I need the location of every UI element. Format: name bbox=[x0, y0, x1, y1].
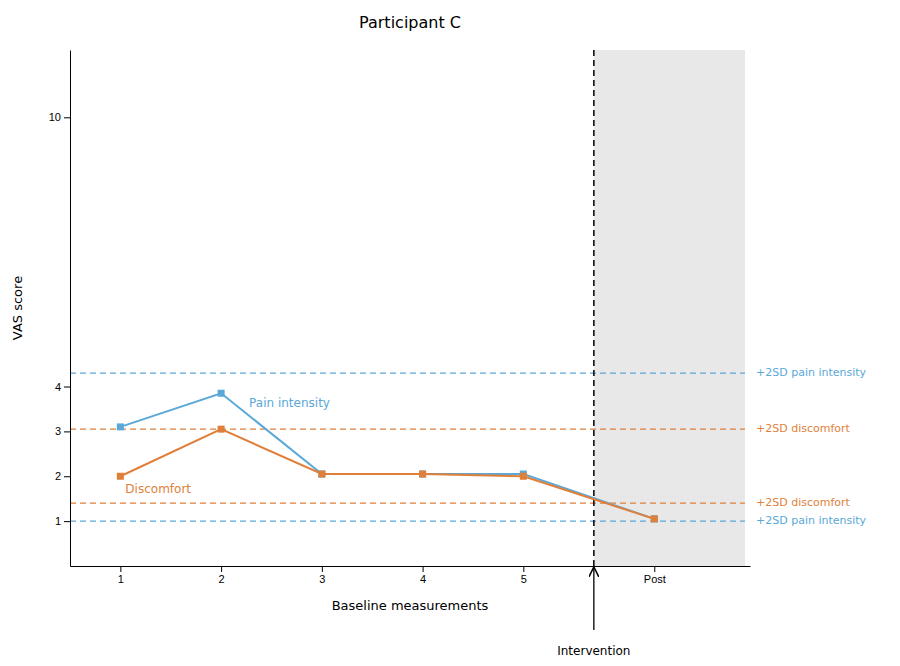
x-tick-label: Post bbox=[644, 573, 666, 585]
shaded-region bbox=[594, 50, 745, 566]
x-axis: 1 2 3 4 5 Post bbox=[71, 566, 751, 585]
y-tick-label: 10 bbox=[49, 111, 61, 123]
intervention-arrow bbox=[593, 568, 594, 630]
x-tick-label: 1 bbox=[118, 573, 124, 585]
x-tick-label: 5 bbox=[521, 573, 527, 585]
point bbox=[117, 423, 124, 430]
point bbox=[318, 471, 325, 478]
x-axis-line bbox=[71, 566, 751, 567]
point bbox=[520, 473, 527, 480]
x-tick: 4 bbox=[420, 566, 426, 585]
x-tick: 3 bbox=[319, 566, 325, 585]
texts: Participant C Baseline measurements VAS sc… bbox=[10, 13, 867, 658]
y-axis-title: VAS score bbox=[10, 276, 25, 340]
point bbox=[651, 515, 658, 522]
point bbox=[218, 426, 225, 433]
reference-line bbox=[70, 372, 745, 373]
y-tick-label: 1 bbox=[55, 515, 61, 527]
y-tick: 2 bbox=[55, 470, 70, 482]
data-layer bbox=[70, 50, 745, 566]
y-tick: 1 bbox=[55, 515, 70, 527]
x-tick-label: 3 bbox=[319, 573, 325, 585]
reference-line bbox=[70, 428, 745, 429]
y-tick-mark bbox=[64, 476, 70, 477]
intervention-label: Intervention bbox=[557, 644, 630, 658]
reference-line bbox=[70, 520, 745, 521]
x-tick-label: 2 bbox=[219, 573, 225, 585]
x-tick-mark bbox=[120, 566, 121, 572]
reference-label: +2SD pain intensity bbox=[756, 514, 867, 527]
x-tick-mark bbox=[423, 566, 424, 572]
x-tick-mark bbox=[221, 566, 222, 572]
y-tick-mark bbox=[64, 117, 70, 118]
plot-area: 1 2 3 4 5 Post 1 2 3 4 10 Participant C Baseline mea… bbox=[10, 13, 867, 658]
y-tick: 10 bbox=[49, 111, 70, 123]
point bbox=[651, 515, 658, 522]
intervention-line bbox=[593, 50, 595, 566]
point bbox=[218, 390, 225, 397]
x-axis-title: Baseline measurements bbox=[332, 598, 489, 613]
series-label: Pain intensity bbox=[249, 396, 330, 410]
point bbox=[117, 473, 124, 480]
chart: 1 2 3 4 5 Post 1 2 3 4 10 Participant C Baseline mea… bbox=[0, 0, 900, 666]
point bbox=[318, 471, 325, 478]
x-tick: 1 bbox=[118, 566, 124, 585]
point bbox=[419, 471, 426, 478]
x-tick-mark bbox=[322, 566, 323, 572]
y-axis: 1 2 3 4 10 bbox=[49, 51, 71, 567]
point bbox=[419, 471, 426, 478]
x-tick-mark bbox=[654, 566, 655, 572]
y-tick: 3 bbox=[55, 425, 70, 437]
y-tick-mark bbox=[64, 521, 70, 522]
reference-label: +2SD discomfort bbox=[756, 496, 851, 509]
x-tick: 5 bbox=[521, 566, 527, 585]
reference-label: +2SD discomfort bbox=[756, 422, 851, 435]
reference-line bbox=[70, 503, 745, 504]
y-tick-label: 3 bbox=[55, 425, 61, 437]
y-tick-mark bbox=[64, 387, 70, 388]
title: Participant C bbox=[359, 13, 461, 32]
y-axis-line bbox=[70, 51, 71, 567]
series-label: Discomfort bbox=[125, 482, 191, 496]
x-tick: Post bbox=[644, 566, 666, 585]
x-tick-mark bbox=[523, 566, 524, 572]
reference-label: +2SD pain intensity bbox=[756, 366, 867, 379]
y-tick-label: 4 bbox=[55, 381, 61, 393]
y-tick-label: 2 bbox=[55, 470, 61, 482]
x-tick-label: 4 bbox=[420, 573, 426, 585]
y-tick-mark bbox=[64, 431, 70, 432]
y-tick: 4 bbox=[55, 381, 70, 393]
series-line bbox=[120, 429, 654, 519]
x-tick: 2 bbox=[219, 566, 225, 585]
series-line bbox=[120, 393, 654, 519]
